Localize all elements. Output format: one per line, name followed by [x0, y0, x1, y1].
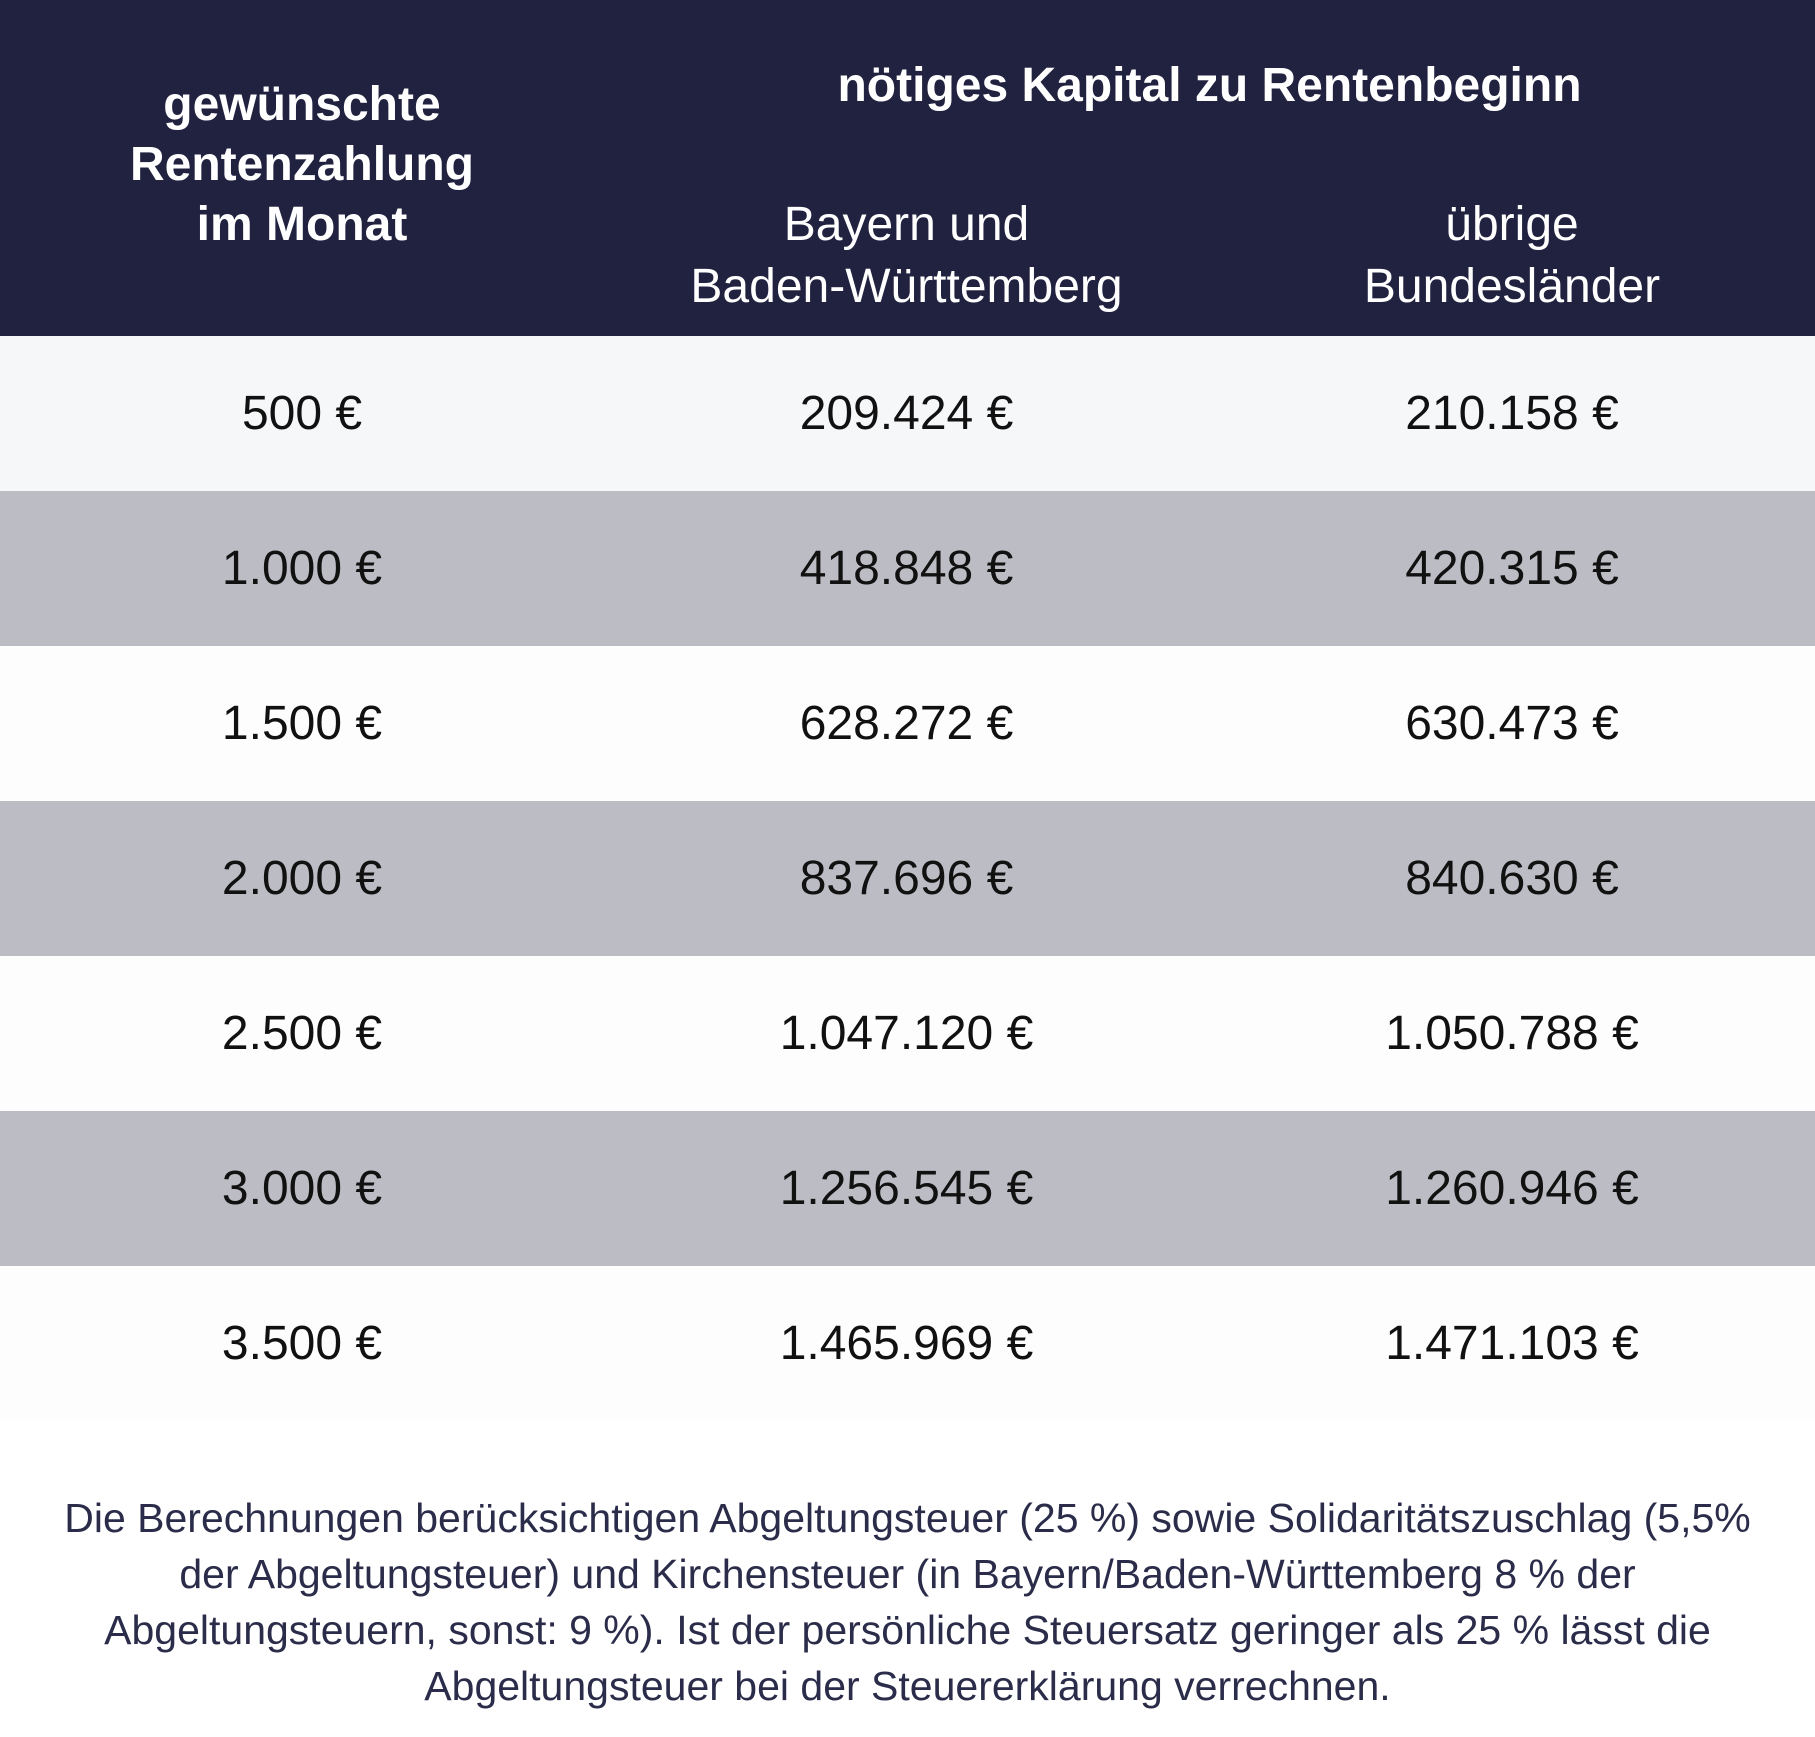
table-row: 500 € 209.424 € 210.158 € [0, 336, 1815, 491]
table-header: gewünschte Rentenzahlung im Monat nötige… [0, 0, 1815, 336]
header-required-capital-group: nötiges Kapital zu Rentenbeginn [837, 59, 1582, 112]
cell-capital-other-states: 1.260.946 € [1385, 1161, 1639, 1215]
header-bayern-bw: Bayern und Baden-Württemberg [604, 194, 1209, 318]
cell-monthly-pension: 2.500 € [221, 1006, 383, 1060]
cell-capital-bayern-bw: 628.272 € [799, 696, 1014, 750]
header-other-states-line: Bundesländer [1363, 260, 1661, 313]
tax-footnote: Die Berechnungen berücksichtigen Abgeltu… [64, 1495, 1751, 1709]
header-monthly-pension-line: Rentenzahlung [130, 138, 474, 191]
cell-monthly-pension: 3.500 € [221, 1316, 383, 1370]
cell-capital-other-states: 1.050.788 € [1385, 1006, 1639, 1060]
header-monthly-pension: gewünschte Rentenzahlung im Monat [0, 75, 604, 255]
table-row: 2.500 € 1.047.120 € 1.050.788 € [0, 956, 1815, 1111]
table-row: 3.500 € 1.465.969 € 1.471.103 € [0, 1266, 1815, 1421]
cell-monthly-pension: 3.000 € [221, 1161, 383, 1215]
cell-monthly-pension: 500 € [241, 386, 363, 440]
cell-capital-other-states: 1.471.103 € [1385, 1316, 1639, 1370]
cell-monthly-pension: 2.000 € [221, 851, 383, 905]
cell-capital-other-states: 420.315 € [1405, 541, 1619, 595]
header-other-states-line: übrige [1445, 198, 1579, 251]
header-monthly-pension-line: im Monat [196, 198, 408, 251]
header-monthly-pension-line: gewünschte [163, 78, 441, 131]
table-row: 1.000 € 418.848 € 420.315 € [0, 491, 1815, 646]
table-row: 3.000 € 1.256.545 € 1.260.946 € [0, 1111, 1815, 1266]
cell-capital-other-states: 210.158 € [1405, 386, 1619, 440]
cell-capital-other-states: 630.473 € [1405, 696, 1619, 750]
cell-capital-bayern-bw: 209.424 € [799, 386, 1014, 440]
cell-capital-bayern-bw: 1.047.120 € [779, 1006, 1034, 1060]
cell-monthly-pension: 1.000 € [221, 541, 383, 595]
header-bayern-bw-line: Baden-Württemberg [690, 260, 1123, 313]
table-body: 500 € 209.424 € 210.158 € 1.000 € 418.84… [0, 336, 1815, 1421]
cell-capital-bayern-bw: 1.465.969 € [779, 1316, 1034, 1370]
header-bayern-bw-line: Bayern und [783, 198, 1030, 251]
cell-monthly-pension: 1.500 € [221, 696, 383, 750]
cell-capital-bayern-bw: 837.696 € [799, 851, 1014, 905]
cell-capital-other-states: 840.630 € [1405, 851, 1619, 905]
cell-capital-bayern-bw: 1.256.545 € [779, 1161, 1034, 1215]
table-row: 1.500 € 628.272 € 630.473 € [0, 646, 1815, 801]
table-row: 2.000 € 837.696 € 840.630 € [0, 801, 1815, 956]
cell-capital-bayern-bw: 418.848 € [799, 541, 1014, 595]
header-other-states: übrige Bundesländer [1209, 194, 1815, 318]
